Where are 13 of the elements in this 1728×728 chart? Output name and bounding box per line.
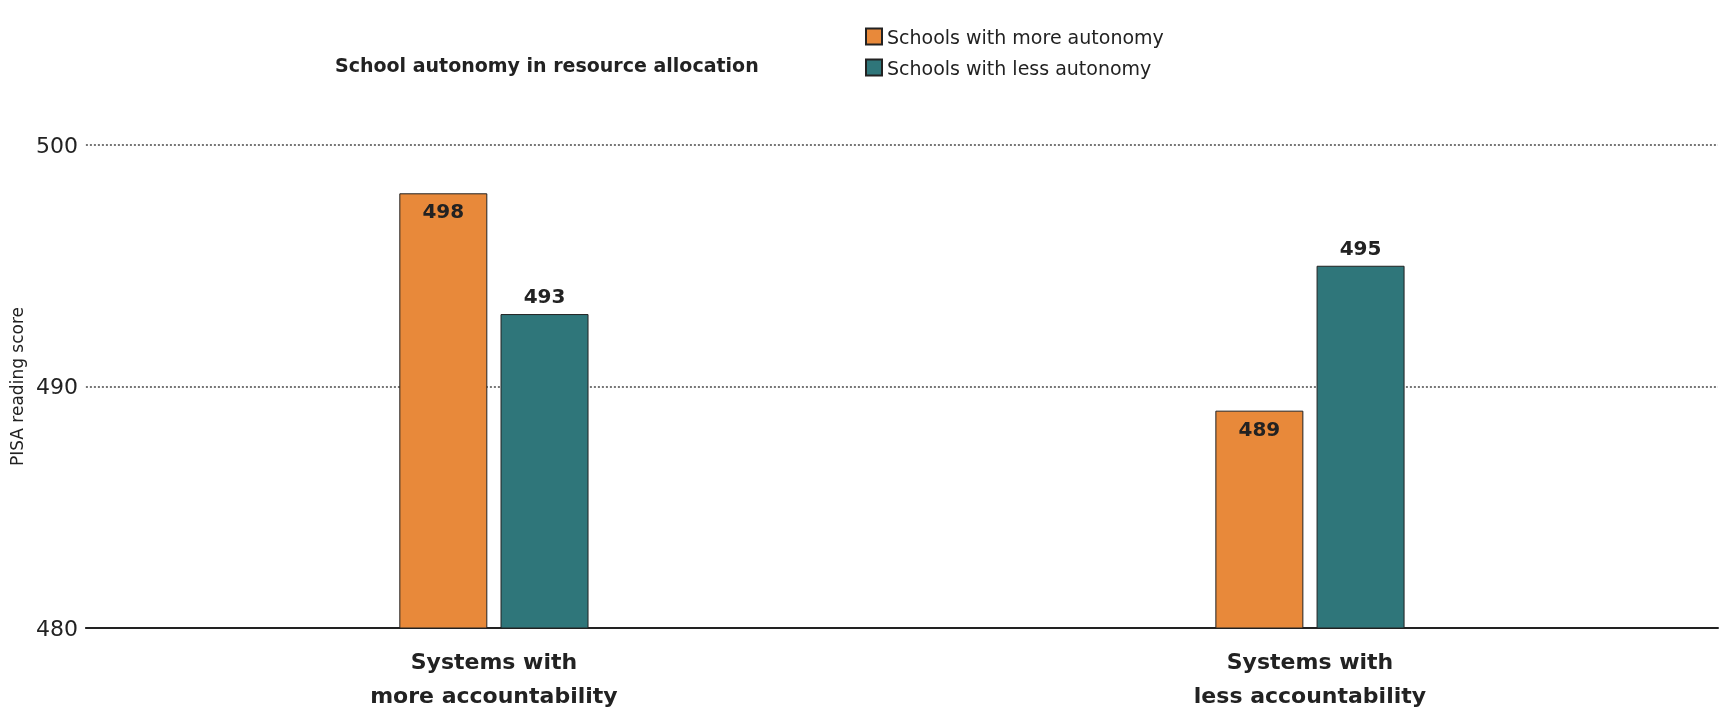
data-label: 498 <box>422 199 465 224</box>
x-tick-label: Systems with less accountability <box>1193 648 1427 708</box>
y-axis-title: PISA reading score <box>6 306 27 467</box>
legend-label: Schools with more autonomy <box>887 25 1164 48</box>
data-label: 489 <box>1238 416 1281 441</box>
legend-label: Schools with less autonomy <box>887 56 1152 79</box>
legend-title: School autonomy in resource allocation <box>335 53 759 76</box>
data-label: 495 <box>1339 235 1382 260</box>
y-tick-label: 480 <box>35 615 78 641</box>
x-tick-label: Systems with more accountability <box>370 648 618 708</box>
y-tick-label: 490 <box>35 374 78 399</box>
y-tick-label: 500 <box>35 132 78 158</box>
data-label: 493 <box>523 284 566 309</box>
